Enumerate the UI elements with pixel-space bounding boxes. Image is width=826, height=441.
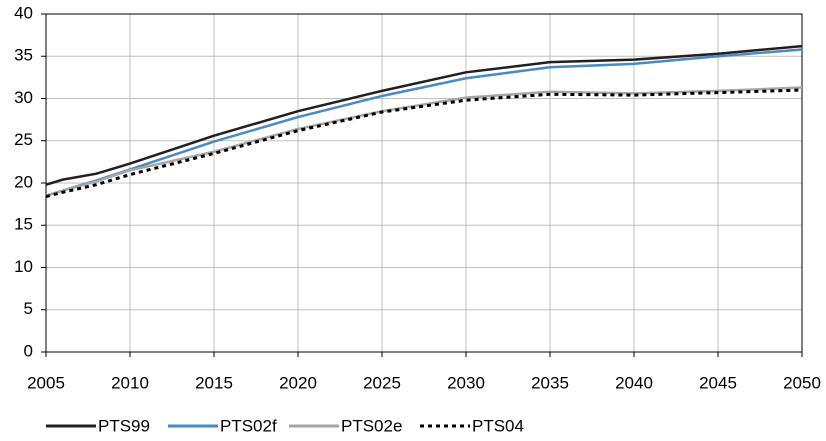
- y-tick-label: 40: [14, 3, 33, 22]
- x-tick-label: 2005: [27, 373, 65, 392]
- series-line: [45, 86, 803, 197]
- x-tick-label: 2020: [279, 373, 317, 392]
- x-tick-label: 2040: [615, 373, 653, 392]
- series-line: [45, 88, 803, 198]
- x-tick-label: 2045: [699, 373, 737, 392]
- x-tick-label: 2035: [531, 373, 569, 392]
- legend-label: PTS02e: [341, 416, 402, 435]
- x-tick-label: 2015: [195, 373, 233, 392]
- y-tick-label: 0: [24, 341, 33, 360]
- x-tick-label: 2050: [783, 373, 821, 392]
- series-line: [45, 48, 803, 197]
- x-tick-label: 2025: [363, 373, 401, 392]
- y-tick-label: 5: [24, 299, 33, 318]
- y-tick-label: 15: [14, 215, 33, 234]
- y-tick-label: 10: [14, 257, 33, 276]
- plot-border: [45, 13, 803, 353]
- x-tick-label: 2010: [111, 373, 149, 392]
- y-tick-label: 30: [14, 88, 33, 107]
- series-line: [45, 44, 803, 186]
- y-tick-label: 35: [14, 46, 33, 65]
- y-tick-label: 20: [14, 172, 33, 191]
- legend-label: PTS04: [472, 416, 524, 435]
- legend-label: PTS99: [98, 416, 150, 435]
- legend-label: PTS02f: [220, 416, 277, 435]
- y-tick-label: 25: [14, 130, 33, 149]
- x-tick-label: 2030: [447, 373, 485, 392]
